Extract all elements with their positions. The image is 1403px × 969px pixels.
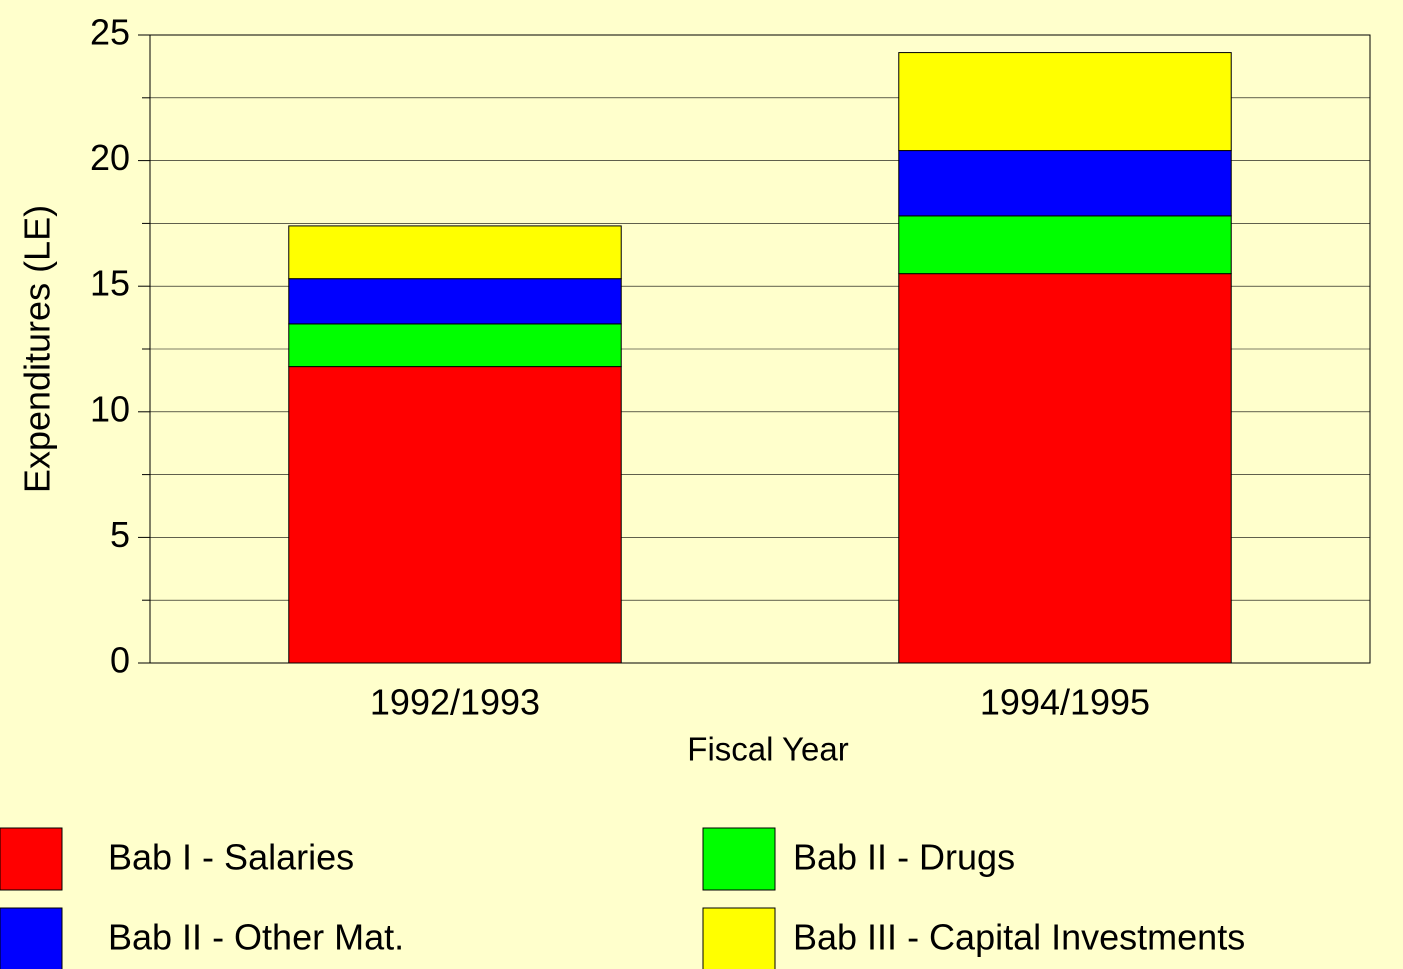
x-tick-label: 1994/1995	[980, 682, 1150, 723]
legend-label: Bab III - Capital Investments	[793, 917, 1245, 958]
bar-segment	[898, 150, 1232, 217]
x-axis-title: Fiscal Year	[687, 731, 848, 768]
legend-swatch	[0, 907, 63, 969]
bar-segment	[898, 52, 1232, 152]
y-axis-title: Expenditures (LE)	[17, 205, 58, 493]
y-tick-label: 0	[110, 640, 130, 681]
bar-segment	[288, 225, 622, 280]
bar-segment	[288, 278, 622, 325]
legend-label: Bab I - Salaries	[108, 837, 354, 878]
y-tick-label: 25	[90, 12, 130, 53]
y-tick-label: 10	[90, 388, 130, 429]
x-tick-label: 1992/1993	[370, 682, 540, 723]
y-tick-label: 20	[90, 137, 130, 178]
y-tick-label: 15	[90, 263, 130, 304]
bar-segment	[288, 366, 622, 664]
legend-swatch	[702, 827, 776, 891]
legend-swatch	[0, 827, 63, 891]
bar-segment	[288, 323, 622, 368]
legend-label: Bab II - Other Mat.	[108, 917, 404, 958]
y-tick-label: 5	[110, 514, 130, 555]
bar-segment	[898, 215, 1232, 275]
bar-segment	[898, 273, 1232, 664]
legend-swatch	[702, 907, 776, 969]
legend-label: Bab II - Drugs	[793, 837, 1015, 878]
